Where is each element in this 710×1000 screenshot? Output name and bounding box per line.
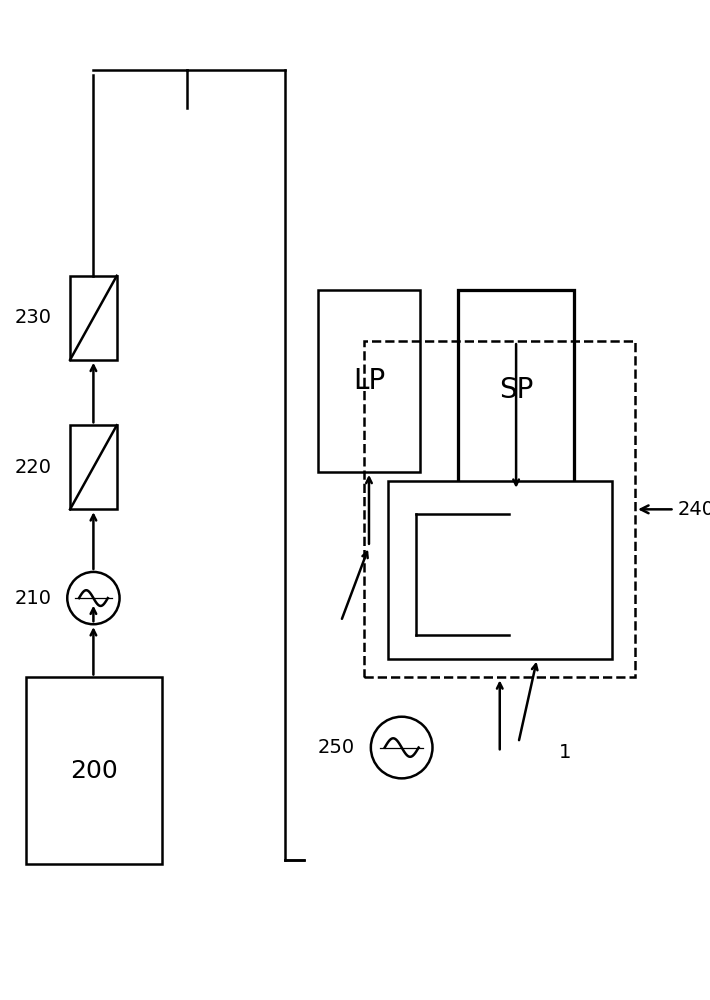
- Bar: [26, 677, 162, 864]
- Text: LP: LP: [353, 367, 385, 395]
- Bar: [70, 276, 116, 360]
- Text: 250: 250: [317, 738, 355, 757]
- Bar: [458, 290, 574, 491]
- Bar: [388, 481, 612, 659]
- Text: 220: 220: [14, 458, 51, 477]
- Bar: [317, 290, 420, 472]
- Text: 1: 1: [559, 743, 572, 762]
- Text: 240: 240: [640, 500, 710, 519]
- Text: 210: 210: [14, 589, 51, 608]
- Text: 200: 200: [70, 759, 118, 783]
- Text: 230: 230: [14, 308, 51, 327]
- Bar: [70, 425, 116, 509]
- Bar: [364, 341, 635, 677]
- Text: SP: SP: [499, 376, 533, 404]
